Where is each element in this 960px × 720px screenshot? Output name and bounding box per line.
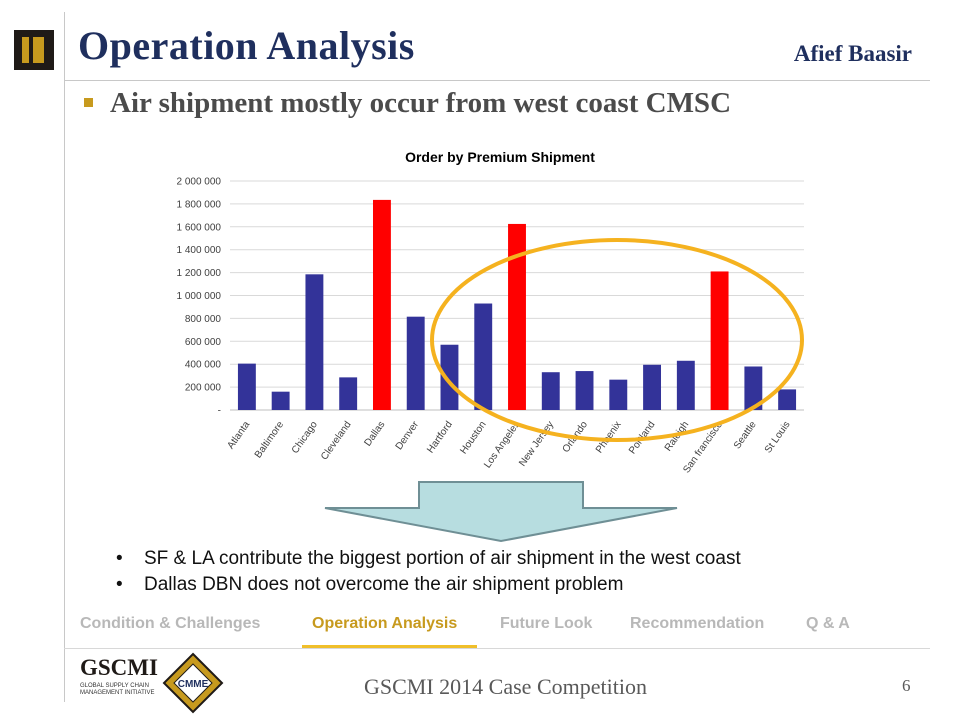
- key-point: SF & LA contribute the biggest portion o…: [116, 546, 741, 572]
- bar: [339, 377, 358, 410]
- bar: [440, 344, 459, 410]
- y-axis-ticks: - 200 000 400 000 600 000 800 000 1 000 000 1 …: [177, 177, 222, 417]
- square-bullet-icon: [84, 98, 93, 107]
- bar: [778, 389, 797, 410]
- author-name: Afief Baasir: [793, 41, 912, 66]
- y-tick-label: 400 000: [185, 360, 222, 371]
- highlight-ellipse: [430, 238, 804, 442]
- brand-logo: [14, 30, 54, 70]
- key-points: SF & LA contribute the biggest portion o…: [116, 546, 741, 598]
- key-point: Dallas DBN does not overcome the air shi…: [116, 572, 741, 598]
- bar: [474, 303, 493, 410]
- nav-item-recommendation[interactable]: Recommendation: [630, 615, 765, 632]
- y-tick-label: 2 000 000: [177, 177, 222, 188]
- chart-title: Order by Premium Shipment: [405, 149, 595, 165]
- left-divider: [64, 12, 65, 702]
- svg-text:CMME: CMME: [178, 679, 209, 690]
- nav-item-operation-analysis[interactable]: Operation Analysis: [312, 615, 458, 632]
- bar: [643, 364, 662, 410]
- y-tick-label: 200 000: [185, 383, 222, 394]
- bar: [271, 391, 290, 410]
- bar: [305, 274, 324, 410]
- page-title: Operation Analysis: [78, 23, 415, 68]
- bar: [710, 271, 729, 410]
- y-tick-label: 800 000: [185, 314, 222, 325]
- y-tick-label: 1 000 000: [177, 291, 222, 302]
- slide-subtitle: Air shipment mostly occur from west coas…: [110, 87, 732, 119]
- y-tick-label: 1 200 000: [177, 268, 222, 279]
- header-divider: [64, 80, 930, 81]
- y-tick-label: 600 000: [185, 337, 222, 348]
- bar: [575, 371, 594, 410]
- y-tick-label: 1 400 000: [177, 245, 222, 256]
- nav-item-future-look[interactable]: Future Look: [500, 615, 593, 632]
- y-tick-label: -: [218, 406, 221, 417]
- bar: [541, 372, 560, 410]
- y-tick-label: 1 800 000: [177, 199, 222, 210]
- bar: [237, 363, 256, 410]
- bar: [676, 360, 695, 410]
- bar: [609, 379, 628, 410]
- nav-item-q-and-a[interactable]: Q & A: [806, 615, 850, 632]
- nav-divider: [64, 648, 930, 649]
- cmme-seal-logo: CMME: [162, 652, 224, 714]
- nav-item-condition-challenges[interactable]: Condition & Challenges: [80, 615, 261, 632]
- y-tick-label: 1 600 000: [177, 222, 222, 233]
- page-number: 6: [902, 676, 911, 695]
- bar: [372, 199, 391, 410]
- bar: [508, 223, 526, 410]
- chart-bars: [237, 199, 797, 410]
- gscmi-logo: GSCMI GLOBAL SUPPLY CHAIN MANAGEMENT INI…: [80, 655, 158, 696]
- bar: [406, 316, 425, 410]
- bar-chart: Order by Premium Shipment - 200 000 400 00…: [177, 149, 804, 475]
- footer-text: GSCMI 2014 Case Competition: [364, 674, 647, 699]
- active-tab-indicator: [302, 645, 477, 648]
- bar: [744, 366, 763, 410]
